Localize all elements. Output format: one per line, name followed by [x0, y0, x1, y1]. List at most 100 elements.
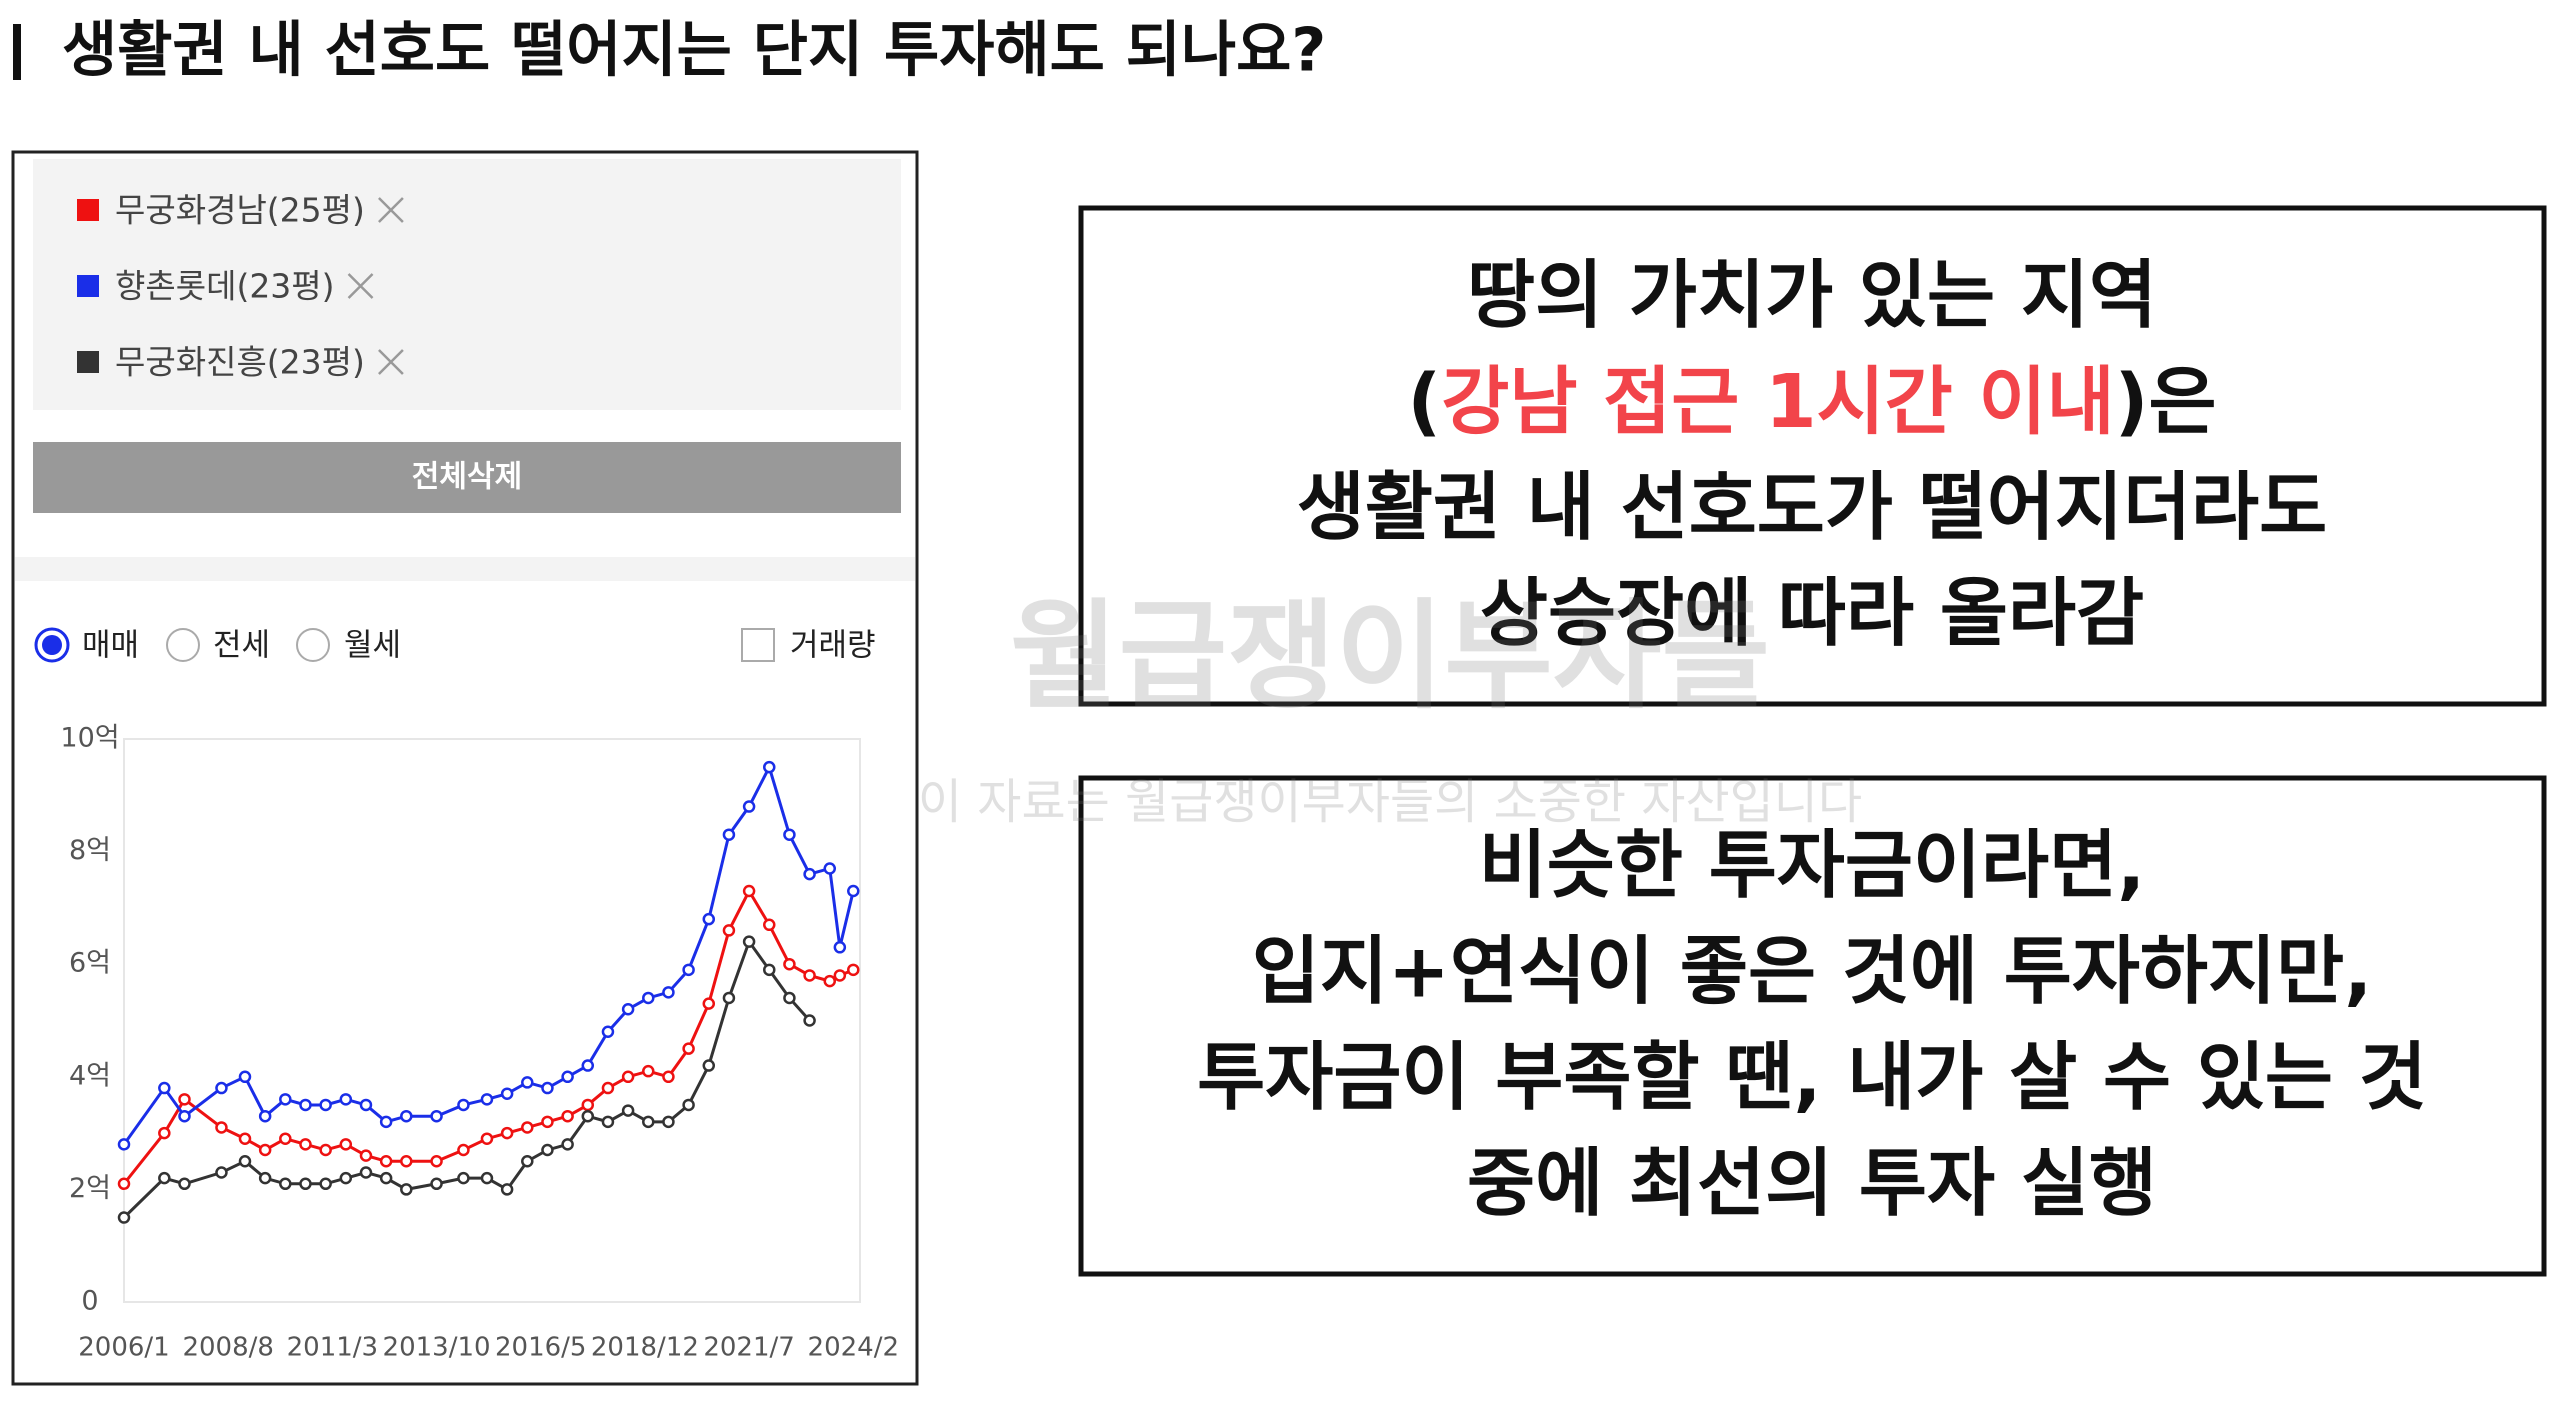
data-point: [299, 1138, 312, 1151]
x-tick-label: 2021/7: [703, 1333, 794, 1363]
data-point: [702, 1059, 716, 1072]
data-point: [702, 912, 716, 926]
data-point: [319, 1143, 332, 1157]
data-point: [457, 1098, 470, 1112]
option-label: 매매: [82, 628, 139, 664]
legend-remove[interactable]: [347, 273, 374, 299]
option-label: 월세: [344, 628, 401, 664]
title: 생활권 내 선호도 떨어지는 단지 투자해도 되나요?: [62, 16, 1326, 86]
radio[interactable]: [296, 628, 330, 662]
data-point: [238, 1070, 252, 1084]
data-point: [158, 1081, 171, 1095]
data-point: [238, 1155, 252, 1168]
data-point: [642, 991, 655, 1005]
x-tick-label: 2024/2: [808, 1333, 899, 1363]
data-point: [430, 1109, 443, 1123]
x-tick-label: 2011/3: [287, 1333, 378, 1363]
data-point: [178, 1109, 191, 1123]
data-point: [682, 963, 695, 977]
data-point: [722, 828, 736, 841]
legend-remove[interactable]: [378, 349, 404, 375]
data-point: [500, 1183, 514, 1196]
y-tick-label: 8억: [69, 835, 111, 866]
legend-swatch: [77, 351, 99, 373]
legend-swatch: [77, 199, 99, 221]
data-point: [662, 1070, 675, 1084]
data-point: [299, 1177, 312, 1191]
data-point: [783, 991, 796, 1005]
x-tick-label: 2008/8: [182, 1333, 273, 1363]
text-box: [1078, 775, 2547, 1277]
data-point: [621, 1104, 635, 1117]
data-point: [430, 1155, 443, 1168]
data-point: [742, 935, 756, 948]
legend-label: 무궁화경남(25평): [115, 191, 365, 230]
data-point: [258, 1109, 272, 1123]
data-point: [803, 969, 816, 982]
delete-all-button[interactable]: [33, 442, 901, 513]
y-tick-label: 4억: [69, 1060, 111, 1091]
data-point: [541, 1143, 554, 1157]
data-point: [117, 1138, 131, 1151]
data-point: [158, 1126, 171, 1140]
data-point: [379, 1155, 393, 1168]
data-point: [480, 1171, 494, 1185]
data-point: [722, 991, 736, 1005]
data-point: [541, 1081, 554, 1095]
data-point: [581, 1109, 595, 1123]
data-point: [339, 1138, 353, 1151]
data-point: [117, 1177, 131, 1191]
data-point: [541, 1115, 554, 1129]
title-bar: [13, 24, 21, 80]
box-line: 생활권 내 선호도가 떨어지더라도: [1297, 465, 2327, 551]
box-text: )은: [2115, 359, 2217, 445]
box-text: (: [1407, 359, 1441, 445]
data-point: [457, 1171, 470, 1185]
legend-remove[interactable]: [378, 197, 404, 223]
y-tick-label: 2억: [69, 1173, 111, 1204]
data-point: [742, 884, 756, 898]
data-point: [319, 1098, 332, 1112]
data-point: [803, 867, 816, 881]
data-point: [763, 963, 776, 977]
data-point: [803, 1014, 816, 1027]
legend-label: 향촌롯데(23평): [115, 267, 335, 306]
data-point: [833, 941, 847, 954]
data-point: [500, 1087, 514, 1100]
box-highlight: 강남 접근 1시간 이내: [1441, 359, 2114, 445]
text-box: [1078, 205, 2547, 707]
box-line: 입지+연식이 좋은 것에 투자하지만,: [1252, 929, 2373, 1015]
data-point: [480, 1132, 494, 1145]
data-point: [662, 986, 675, 999]
data-point: [258, 1143, 272, 1157]
box-line: 땅의 가치가 있는 지역: [1467, 253, 2157, 339]
data-point: [379, 1171, 393, 1185]
data-point: [480, 1093, 494, 1106]
delete-all-label: 전체삭제: [412, 460, 522, 495]
data-point: [823, 974, 837, 988]
data-point: [621, 1070, 635, 1084]
radio[interactable]: [166, 628, 200, 662]
checkbox-label: 거래량: [790, 628, 876, 664]
data-point: [258, 1171, 272, 1185]
data-point: [702, 997, 716, 1010]
data-point: [521, 1121, 534, 1134]
data-point: [847, 884, 860, 898]
data-point: [662, 1115, 675, 1129]
legend-swatch: [77, 275, 99, 297]
data-point: [521, 1155, 534, 1168]
data-point: [561, 1070, 574, 1084]
box-line: 비슷한 투자금이라면,: [1479, 823, 2146, 909]
data-point: [642, 1064, 655, 1078]
radio-dot: [42, 635, 62, 655]
checkbox[interactable]: [741, 628, 775, 662]
data-point: [561, 1109, 574, 1123]
data-point: [500, 1126, 514, 1140]
box-line: (강남 접근 1시간 이내)은: [1407, 359, 2216, 445]
data-point: [178, 1177, 191, 1191]
data-point: [763, 760, 776, 774]
data-point: [359, 1149, 373, 1162]
data-point: [682, 1042, 695, 1055]
